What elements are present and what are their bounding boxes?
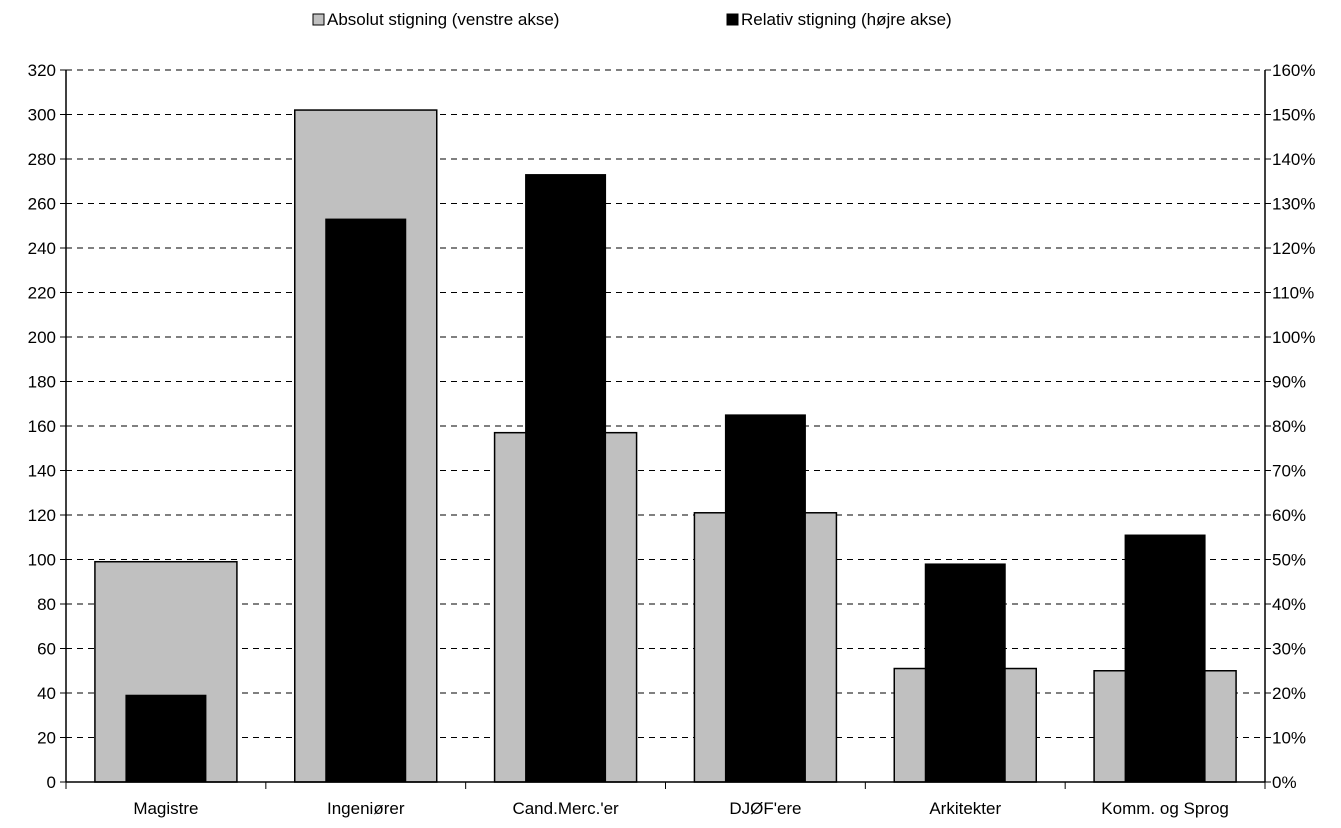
legend-label: Relativ stigning (højre akse) — [741, 10, 952, 29]
left-tick-label: 20 — [37, 729, 56, 748]
right-tick-label: 80% — [1272, 417, 1306, 436]
left-tick-label: 180 — [28, 373, 56, 392]
right-tick-label: 20% — [1272, 684, 1306, 703]
right-tick-label: 150% — [1272, 106, 1315, 125]
right-tick-label: 90% — [1272, 373, 1306, 392]
right-tick-label: 0% — [1272, 773, 1297, 792]
x-tick-label: DJØF'ere — [729, 799, 801, 818]
right-tick-label: 110% — [1272, 284, 1314, 303]
legend: Absolut stigning (venstre akse) Relativ s… — [312, 10, 952, 29]
tick-labels: 0 0% 20 10% 40 20% 60 30% 80 40% 100 50% 120 60% 140 70… — [28, 61, 1316, 818]
x-tick-label: Arkitekter — [929, 799, 1001, 818]
left-tick-label: 40 — [37, 684, 56, 703]
right-tick-label: 40% — [1272, 595, 1306, 614]
x-tick-label: Komm. og Sprog — [1101, 799, 1229, 818]
left-tick-label: 80 — [37, 595, 56, 614]
bar-relative — [1124, 534, 1206, 783]
right-tick-label: 10% — [1272, 729, 1306, 748]
bars — [94, 109, 1237, 783]
right-tick-label: 60% — [1272, 506, 1306, 525]
right-tick-label: 130% — [1272, 195, 1315, 214]
left-tick-label: 220 — [28, 284, 56, 303]
bar-relative — [525, 174, 607, 783]
legend-swatch — [726, 13, 739, 26]
legend-swatch — [312, 13, 325, 26]
left-tick-label: 280 — [28, 150, 56, 169]
left-tick-label: 260 — [28, 195, 56, 214]
bar-relative — [325, 218, 407, 783]
axes — [60, 69, 1271, 789]
bar-relative — [924, 563, 1006, 783]
right-tick-label: 50% — [1272, 551, 1306, 570]
bar-relative — [724, 414, 806, 783]
bar-relative — [125, 694, 207, 783]
left-tick-label: 320 — [28, 61, 56, 80]
left-tick-label: 200 — [28, 328, 56, 347]
left-tick-label: 300 — [28, 106, 56, 125]
left-tick-label: 140 — [28, 462, 56, 481]
right-tick-label: 160% — [1272, 61, 1315, 80]
right-tick-label: 30% — [1272, 640, 1306, 659]
x-tick-label: Cand.Merc.'er — [512, 799, 619, 818]
right-tick-label: 140% — [1272, 150, 1315, 169]
right-tick-label: 120% — [1272, 239, 1315, 258]
right-tick-label: 100% — [1272, 328, 1315, 347]
left-tick-label: 100 — [28, 551, 56, 570]
gridlines — [66, 69, 1265, 738]
x-tick-label: Ingeniører — [327, 799, 405, 818]
left-tick-label: 60 — [37, 640, 56, 659]
left-tick-label: 120 — [28, 506, 56, 525]
left-tick-label: 160 — [28, 417, 56, 436]
x-tick-label: Magistre — [133, 799, 198, 818]
left-tick-label: 240 — [28, 239, 56, 258]
right-tick-label: 70% — [1272, 462, 1306, 481]
left-tick-label: 0 — [47, 773, 56, 792]
legend-label: Absolut stigning (venstre akse) — [327, 10, 559, 29]
